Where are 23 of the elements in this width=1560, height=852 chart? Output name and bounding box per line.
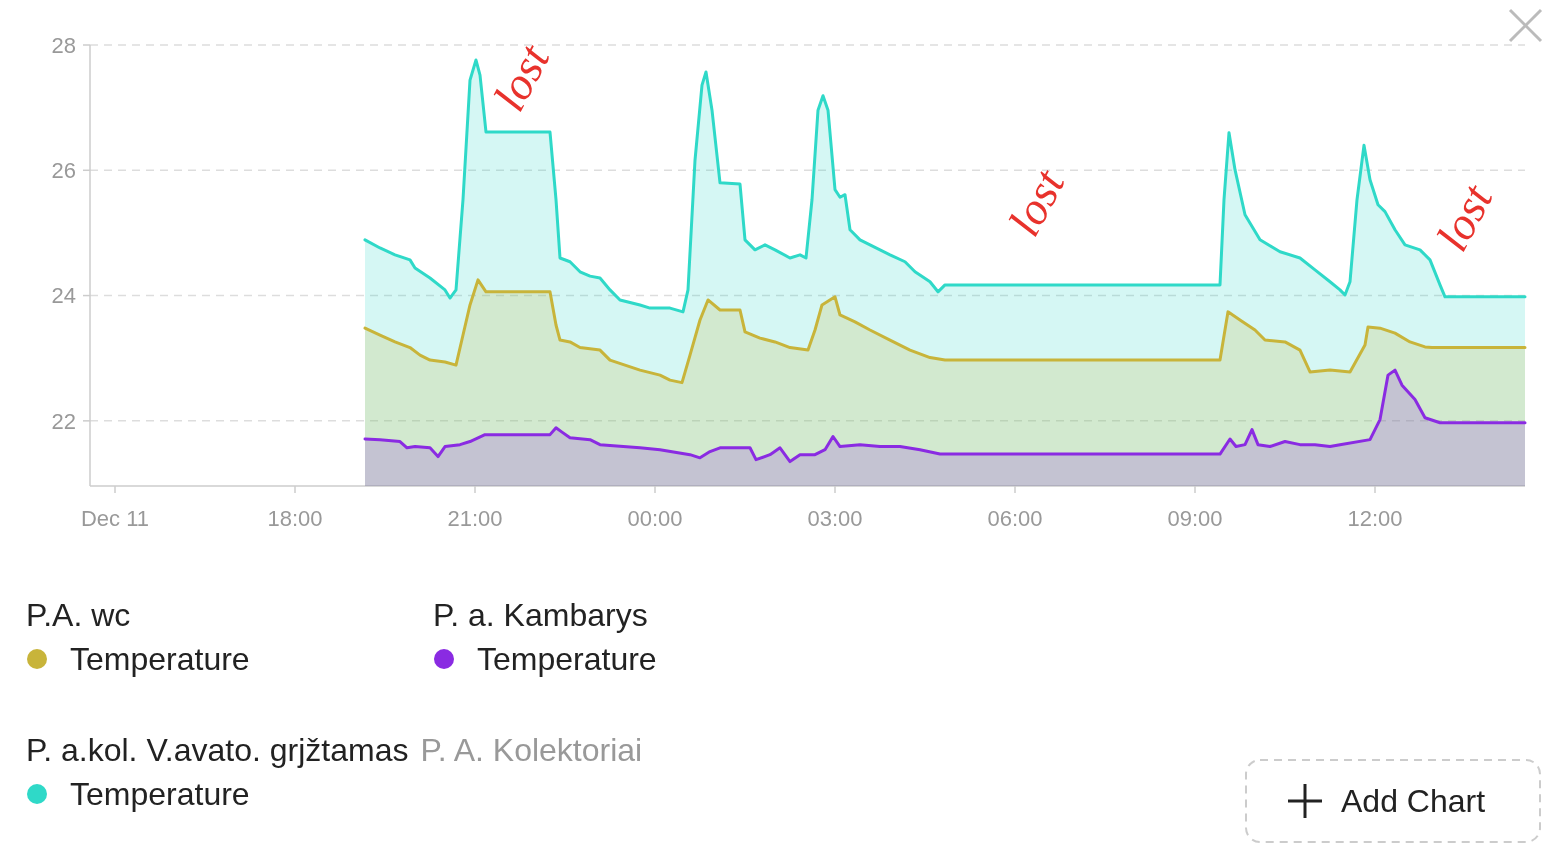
text: P. a.kol. V.avato. grjžtamas [26,732,409,768]
x-tick-label: 03:00 [807,506,863,531]
y-tick-label: 28 [51,32,76,58]
text: P.A. wc [26,597,131,633]
legend-label: Temperature [70,776,250,812]
x-tick-label: 18:00 [267,506,323,531]
legend-label: Temperature [477,641,657,677]
legend-label: Temperature [70,641,250,677]
y-tick-label: 22 [51,408,76,434]
x-tick-label: 21:00 [447,506,503,531]
x-tick-label: 12:00 [1347,506,1403,531]
text: Add Chart [1341,783,1486,819]
x-tick-label: 00:00 [627,506,683,531]
text: P. a. Kambarys [433,597,648,633]
annotation: lost [1426,175,1503,260]
x-tick-label: Dec 11 [80,506,150,531]
text: P. A. Kolektoriai [420,732,643,768]
y-tick-label: 26 [51,157,76,183]
x-tick-label: 09:00 [1167,506,1223,531]
annotation: lost [998,160,1075,245]
y-tick-label: 24 [51,283,76,309]
x-tick-label: 06:00 [987,506,1043,531]
annotation: lost [483,35,560,120]
